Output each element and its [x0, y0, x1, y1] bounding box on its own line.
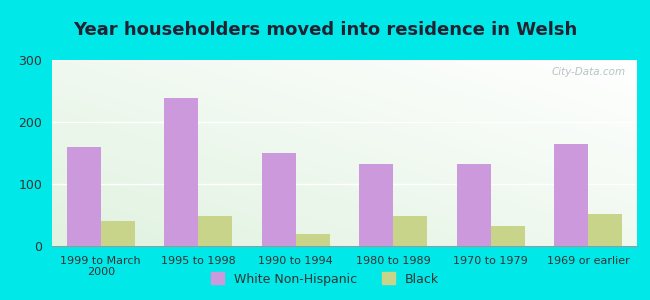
Text: City-Data.com: City-Data.com [551, 68, 625, 77]
Bar [66, 147, 101, 246]
Bar [164, 98, 198, 246]
Bar [359, 164, 393, 246]
Text: Year householders moved into residence in Welsh: Year householders moved into residence i… [73, 21, 577, 39]
Bar [198, 216, 233, 246]
Legend: White Non-Hispanic, Black: White Non-Hispanic, Black [207, 268, 443, 291]
Bar [588, 214, 623, 246]
Bar [491, 226, 525, 246]
Bar [101, 221, 135, 246]
Bar [457, 164, 491, 246]
Bar [296, 234, 330, 246]
Bar [261, 153, 296, 246]
Bar [554, 144, 588, 246]
Bar [393, 216, 428, 246]
